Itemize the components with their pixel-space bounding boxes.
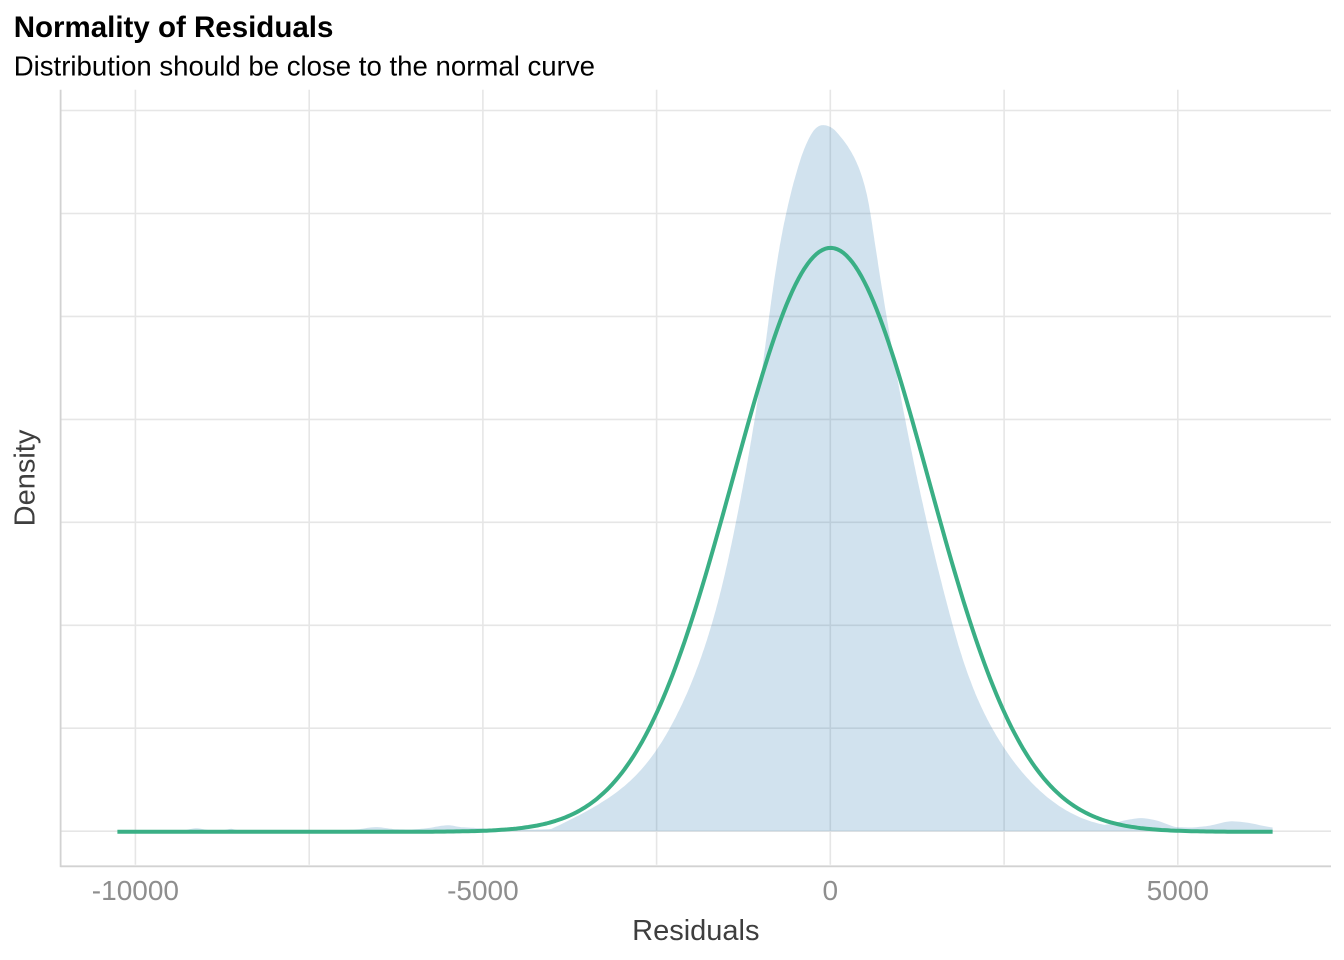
svg-text:0: 0 xyxy=(823,875,839,906)
svg-text:5000: 5000 xyxy=(1147,875,1209,906)
svg-text:-5000: -5000 xyxy=(447,875,519,906)
svg-text:Density: Density xyxy=(10,429,42,526)
svg-text:-10000: -10000 xyxy=(92,875,179,906)
svg-text:Residuals: Residuals xyxy=(632,915,759,947)
svg-text:Normality of Residuals: Normality of Residuals xyxy=(14,11,334,44)
svg-text:Distribution should be close t: Distribution should be close to the norm… xyxy=(14,51,595,82)
